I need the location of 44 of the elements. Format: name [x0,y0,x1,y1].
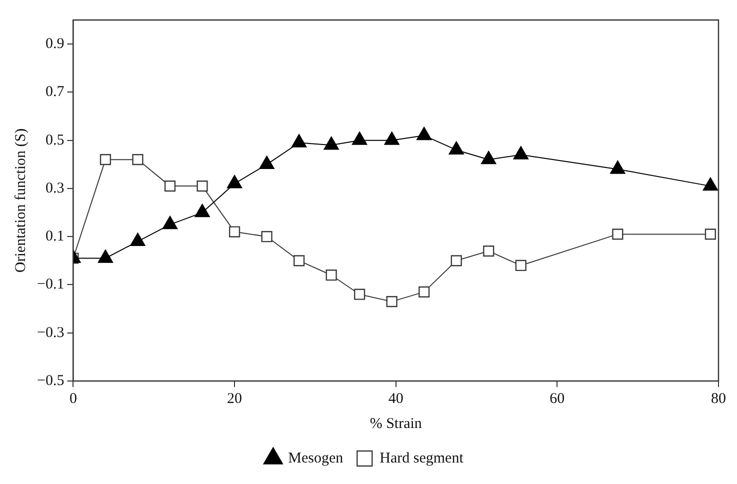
point [704,228,716,240]
legend-label: Hard segment [380,450,464,466]
y-tick-label: 0.1 [45,228,64,245]
y-tick-label: 0.7 [45,84,65,100]
point [261,231,272,242]
point [352,132,368,145]
point [450,255,462,266]
legend-label: Mesogen [288,450,344,466]
point [702,177,718,191]
x-tick-label: 80 [711,390,726,407]
point [448,141,464,155]
y-tick-label: −0.1 [36,276,64,293]
point [386,296,398,308]
point [515,260,526,272]
point [294,255,305,266]
point [513,146,528,160]
point [483,245,494,257]
point [162,216,178,230]
point [610,160,626,174]
point [292,134,307,148]
x-tick-label: 0 [69,390,77,407]
point [612,228,624,240]
point [418,286,430,298]
y-tick-label: −0.3 [36,324,64,341]
point [259,156,274,169]
point [326,270,337,281]
y-tick-label: 0.3 [45,180,64,196]
y-tick-label: 0.5 [45,132,64,148]
x-tick-label: 40 [388,390,404,407]
x-axis-title: % Strain [370,416,422,432]
point [384,132,400,145]
point [228,226,240,238]
x-tick-label: 20 [227,390,242,407]
y-axis-title: Orientation function (S) [12,128,29,273]
point [416,126,432,140]
point [354,288,366,300]
point [130,232,146,246]
y-tick-label: −0.5 [36,372,64,389]
y-tick-label: 0.9 [45,36,64,52]
point [481,150,496,164]
point [194,204,210,218]
point [227,175,242,188]
point [324,136,339,150]
x-tick-label: 60 [550,390,565,407]
